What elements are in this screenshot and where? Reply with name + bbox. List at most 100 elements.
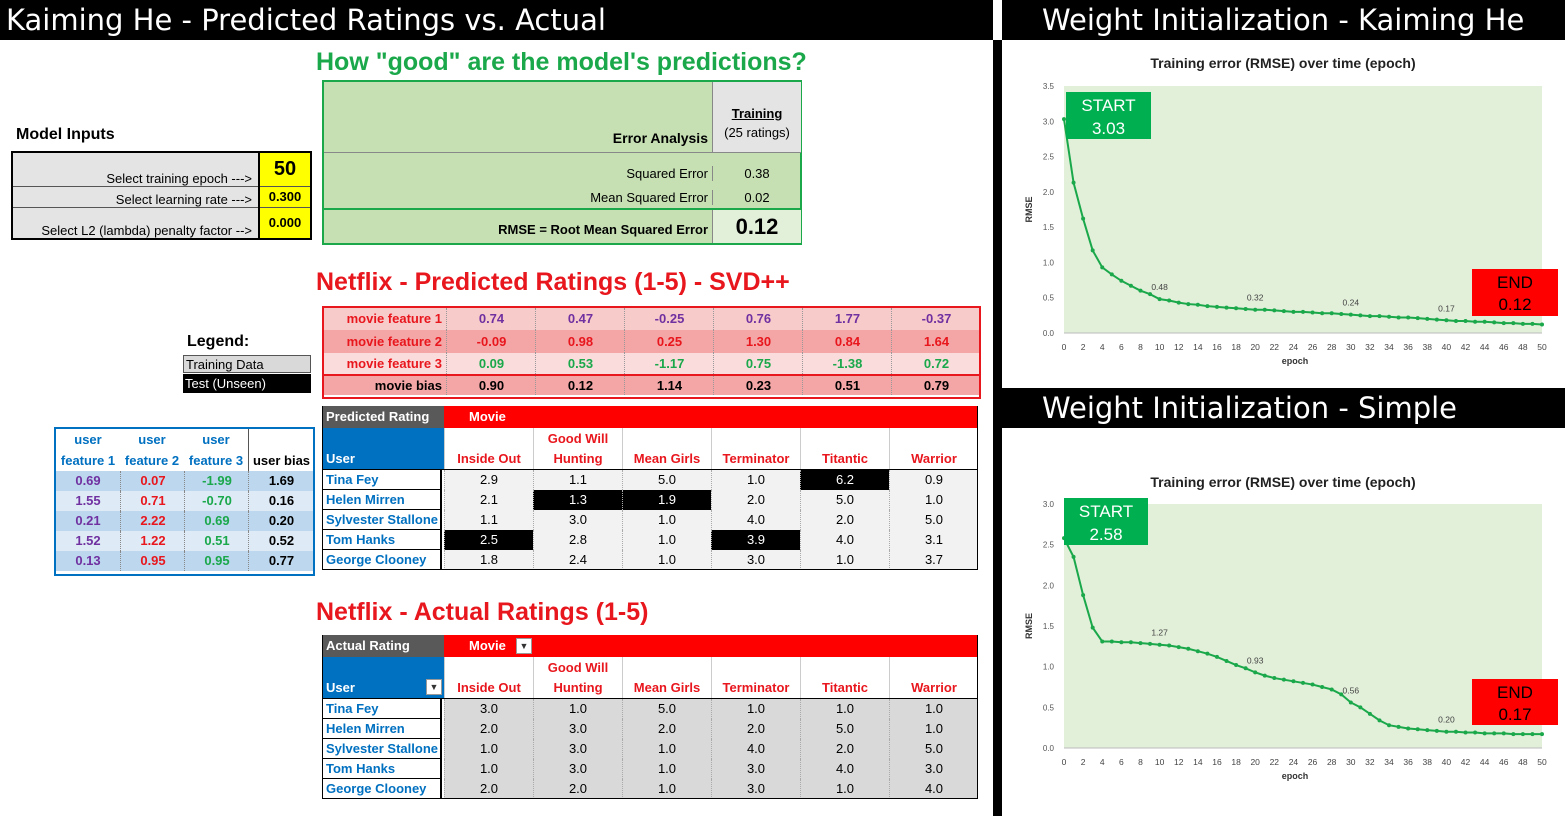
rmse-point: [1348, 312, 1353, 317]
user-feature-value: 1.52: [75, 533, 101, 548]
movie-name-line1: [712, 657, 800, 677]
predicted-rating-cell: 4.0: [711, 510, 800, 530]
rmse-point: [1138, 288, 1143, 293]
actual-rating-cell: 2.0: [444, 719, 533, 739]
rmse-point: [1301, 680, 1305, 685]
user-feature-header-line2: feature 1: [60, 453, 116, 468]
kaiming-banner: Weight Initialization - Kaiming He: [1002, 0, 1565, 40]
movie-feature-value: -0.09: [446, 330, 536, 353]
movie-name-line1: [801, 657, 889, 677]
rmse-divider: [324, 208, 800, 210]
actual-rating-cell: 5.0: [800, 719, 889, 739]
rmse-point: [1071, 180, 1076, 185]
user-filter-dropdown[interactable]: ▼: [426, 679, 442, 695]
actual-rating-cell: 1.0: [622, 779, 711, 799]
predicted-user-name: Tina Fey: [322, 470, 442, 490]
rmse-point: [1377, 718, 1382, 723]
simple-chart-svg: Training error (RMSE) over time (epoch) 0…: [1024, 474, 1558, 781]
predicted-rating-cell: 2.8: [533, 530, 622, 550]
actual-rating-cell: 1.0: [444, 739, 533, 759]
predicted-rating-cell: 1.1: [444, 510, 533, 530]
x-tick-label: 20: [1250, 342, 1260, 352]
actual-rating-cell: 2.0: [800, 739, 889, 759]
start-value: 2.58: [1089, 525, 1122, 544]
rmse-point: [1415, 727, 1420, 732]
rmse-point: [1157, 642, 1162, 647]
rmse-point: [1492, 731, 1497, 736]
predicted-rating-cell: 2.5: [444, 530, 533, 550]
user-feature-row: 0.69 0.07 -1.99 1.69: [56, 471, 313, 491]
data-label: 1.27: [1151, 628, 1168, 638]
x-tick-label: 24: [1289, 757, 1299, 767]
predicted-movie-name: Titantic: [800, 428, 889, 469]
predicted-rating-cell: 1.0: [800, 550, 889, 570]
predicted-rating-cell: 0.9: [889, 470, 978, 490]
rmse-point: [1214, 654, 1219, 659]
squared-error-label: Squared Error: [626, 166, 708, 181]
user-feature-row: 0.21 2.22 0.69 0.20: [56, 511, 313, 531]
rmse-point: [1396, 724, 1401, 729]
rmse-point: [1463, 319, 1468, 324]
rmse-point: [1186, 646, 1191, 651]
rmse-point: [1320, 685, 1325, 689]
predicted-user-name: Helen Mirren: [322, 490, 442, 510]
data-label: 0.17: [1438, 303, 1455, 313]
actual-rating-cell: 1.0: [800, 779, 889, 799]
learning-rate-input[interactable]: 0.300: [258, 185, 312, 208]
predicted-rating-cell: 6.2: [800, 470, 889, 490]
predicted-rating-cell: 3.7: [889, 550, 978, 570]
rmse-point: [1119, 278, 1124, 283]
epoch-input[interactable]: 50: [258, 151, 312, 187]
end-callout: [1472, 679, 1558, 725]
start-title: START: [1081, 96, 1135, 115]
x-tick-label: 50: [1537, 342, 1547, 352]
movie-name-line1: [890, 657, 978, 677]
actual-rating-cell: 5.0: [622, 699, 711, 719]
actual-movie-header: Movie ▼: [444, 635, 978, 657]
data-label: 0.48: [1151, 282, 1168, 292]
rmse-point: [1511, 732, 1516, 737]
movie-feature-value: 0.79: [891, 376, 981, 395]
movie-feature-value: -1.38: [802, 353, 892, 374]
start-title: START: [1079, 502, 1133, 521]
start-callout: [1064, 498, 1148, 545]
actual-rating-cell: 4.0: [889, 779, 978, 799]
x-tick-label: 2: [1081, 757, 1086, 767]
movie-filter-dropdown[interactable]: ▼: [516, 638, 532, 654]
actual-user-name: Tina Fey: [322, 699, 442, 719]
data-label: 0.24: [1343, 298, 1360, 308]
predicted-movie-name: Mean Girls: [622, 428, 711, 469]
rmse-point: [1310, 682, 1315, 687]
actual-rating-cell: 1.0: [711, 699, 800, 719]
actual-rating-cell: 5.0: [889, 739, 978, 759]
x-tick-label: 4: [1100, 342, 1105, 352]
error-analysis-header: Error Analysis: [324, 82, 712, 153]
rmse-point: [1109, 639, 1114, 644]
model-inputs-table: Select training epoch ---> 50 Select lea…: [11, 151, 312, 240]
actual-user-name: Sylvester Stallone: [322, 739, 442, 759]
actual-rating-cell: 1.0: [889, 699, 978, 719]
rmse-point: [1339, 692, 1344, 697]
error-analysis-label: Error Analysis: [612, 130, 708, 146]
predicted-rating-cell: 3.9: [711, 530, 800, 550]
user-feature-value: 0.77: [248, 551, 314, 571]
rmse-point: [1453, 319, 1458, 324]
rmse-point: [1205, 304, 1210, 309]
movie-feature-value: -0.37: [891, 308, 981, 330]
actual-rating-cell: 3.0: [533, 719, 622, 739]
user-feature-value: 0.69: [75, 473, 101, 488]
movie-name-line2: Inside Out: [457, 451, 521, 466]
x-tick-label: 22: [1270, 757, 1280, 767]
rmse-point: [1501, 731, 1506, 736]
x-tick-label: 40: [1442, 757, 1452, 767]
lambda-input[interactable]: 0.000: [258, 206, 312, 240]
movie-feature-value: 0.23: [713, 376, 803, 395]
rmse-point: [1291, 309, 1296, 314]
user-feature-header: user bias: [248, 429, 314, 471]
rmse-point: [1310, 310, 1315, 315]
x-tick-label: 36: [1403, 342, 1413, 352]
y-tick-label: 0.5: [1043, 294, 1055, 303]
predicted-rating-cell: 2.4: [533, 550, 622, 570]
error-analysis-panel: Error Analysis Training (25 ratings) Squ…: [322, 80, 802, 245]
rmse-point: [1530, 321, 1535, 326]
